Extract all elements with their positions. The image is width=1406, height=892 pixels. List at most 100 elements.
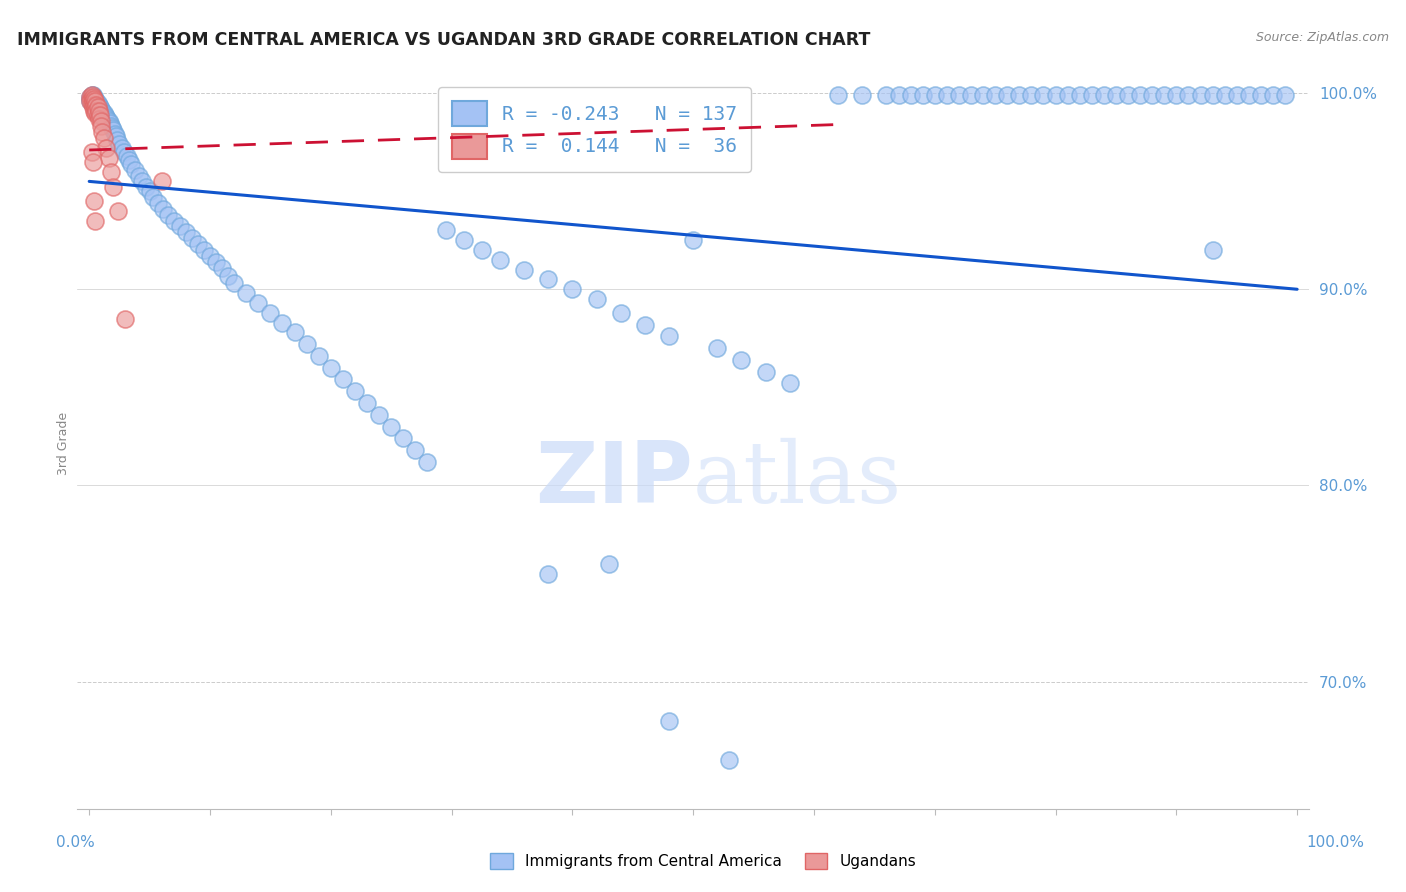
Point: [83, 90, 105, 104]
Point: [271, 316, 294, 330]
Point: [135, 180, 157, 194]
Point: [115, 149, 138, 163]
Point: [187, 237, 209, 252]
Point: [634, 318, 657, 332]
Point: [163, 213, 186, 227]
Legend: R = -0.243   N = 137, R =  0.144   N =  36: R = -0.243 N = 137, R = 0.144 N = 36: [439, 87, 751, 172]
Point: [935, 88, 957, 103]
Point: [82, 154, 104, 169]
Text: ZIP: ZIP: [536, 438, 693, 521]
Point: [89, 108, 111, 122]
Point: [1201, 243, 1223, 257]
Point: [1189, 88, 1212, 103]
Point: [235, 286, 257, 301]
Point: [142, 190, 165, 204]
Point: [82, 94, 104, 108]
Point: [86, 94, 108, 108]
Point: [84, 100, 107, 114]
Point: [1177, 88, 1199, 103]
Point: [80, 95, 103, 110]
Point: [561, 282, 583, 296]
Point: [90, 105, 112, 120]
Point: [79, 92, 101, 106]
Point: [706, 341, 728, 355]
Point: [82, 90, 104, 104]
Point: [453, 233, 475, 247]
Point: [537, 566, 560, 581]
Point: [1045, 88, 1067, 103]
Point: [150, 174, 173, 188]
Point: [87, 102, 110, 116]
Point: [1021, 88, 1043, 103]
Point: [658, 714, 681, 728]
Point: [103, 123, 125, 137]
Point: [404, 443, 426, 458]
Point: [1274, 88, 1296, 103]
Point: [90, 113, 112, 128]
Point: [86, 100, 108, 114]
Point: [97, 113, 120, 128]
Point: [124, 162, 146, 177]
Point: [80, 88, 103, 103]
Point: [93, 131, 115, 145]
Point: [94, 110, 117, 124]
Point: [82, 100, 104, 114]
Point: [83, 94, 105, 108]
Point: [174, 226, 197, 240]
Point: [83, 98, 105, 112]
Point: [259, 306, 281, 320]
Point: [356, 396, 378, 410]
Point: [80, 95, 103, 110]
Point: [80, 92, 103, 106]
Point: [152, 202, 174, 216]
Point: [103, 180, 125, 194]
Point: [1237, 88, 1260, 103]
Point: [193, 243, 215, 257]
Point: [392, 431, 415, 445]
Point: [283, 326, 305, 340]
Point: [79, 94, 101, 108]
Point: [146, 196, 169, 211]
Text: 100.0%: 100.0%: [1306, 836, 1364, 850]
Point: [217, 268, 239, 283]
Point: [87, 98, 110, 112]
Point: [1056, 88, 1078, 103]
Point: [86, 98, 108, 112]
Point: [224, 277, 246, 291]
Point: [138, 184, 160, 198]
Point: [84, 100, 107, 114]
Point: [86, 103, 108, 118]
Point: [1092, 88, 1115, 103]
Point: [1201, 88, 1223, 103]
Point: [83, 98, 105, 112]
Point: [598, 557, 620, 571]
Point: [1105, 88, 1128, 103]
Point: [79, 90, 101, 104]
Point: [658, 329, 681, 343]
Text: IMMIGRANTS FROM CENTRAL AMERICA VS UGANDAN 3RD GRADE CORRELATION CHART: IMMIGRANTS FROM CENTRAL AMERICA VS UGAND…: [17, 31, 870, 49]
Point: [247, 296, 270, 310]
Point: [84, 213, 107, 227]
Point: [1261, 88, 1284, 103]
Point: [114, 311, 136, 326]
Point: [169, 219, 191, 234]
Point: [100, 120, 122, 134]
Point: [537, 272, 560, 286]
Point: [368, 408, 391, 422]
Point: [380, 419, 402, 434]
Point: [98, 115, 121, 129]
Point: [103, 128, 125, 142]
Point: [108, 137, 131, 152]
Point: [585, 292, 607, 306]
Y-axis label: 3rd Grade: 3rd Grade: [58, 412, 70, 475]
Point: [80, 145, 103, 159]
Point: [111, 141, 134, 155]
Point: [112, 145, 135, 159]
Point: [1153, 88, 1175, 103]
Point: [80, 88, 103, 103]
Text: atlas: atlas: [693, 438, 903, 522]
Point: [94, 141, 117, 155]
Point: [911, 88, 934, 103]
Point: [89, 100, 111, 114]
Point: [211, 260, 233, 275]
